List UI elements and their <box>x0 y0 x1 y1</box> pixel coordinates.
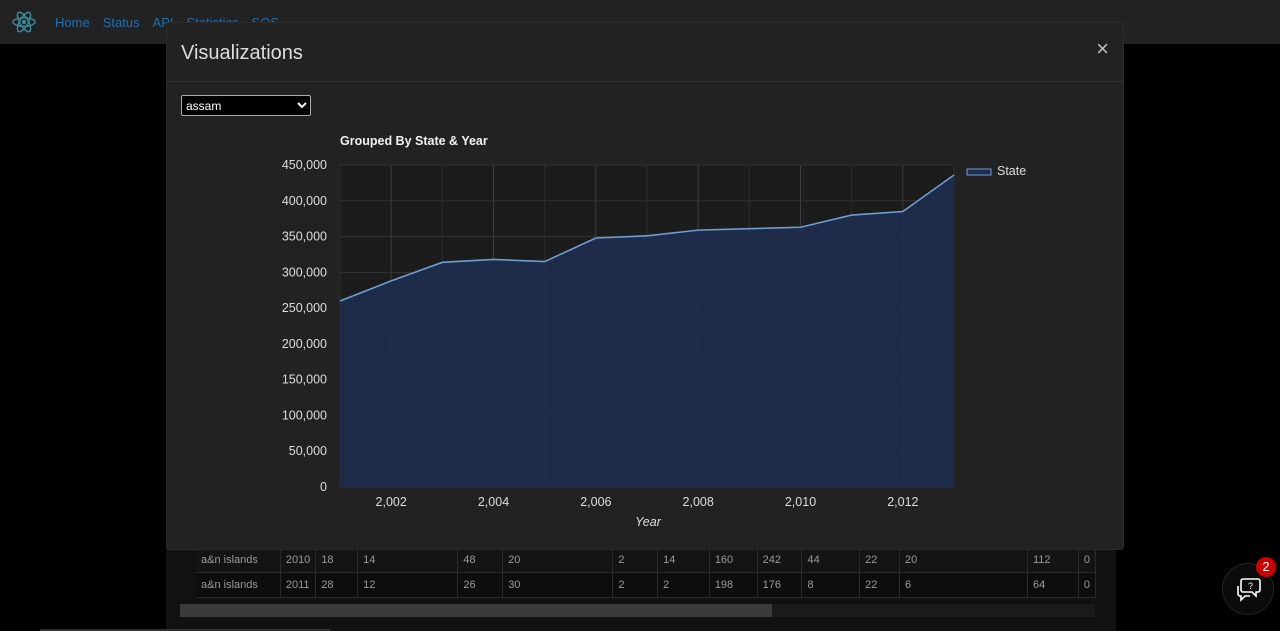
close-button[interactable]: × <box>1096 36 1109 61</box>
table-cell: 12 <box>357 572 459 598</box>
y-tick-label: 450,000 <box>282 158 327 172</box>
x-tick-label: 2,002 <box>376 495 407 509</box>
table-cell: 20 <box>899 548 1028 573</box>
table-cell: 26 <box>457 572 504 598</box>
table-cell: 2010 <box>280 548 317 573</box>
legend-swatch <box>966 168 992 176</box>
table-cell: 44 <box>801 548 861 573</box>
state-select[interactable]: assam <box>181 95 311 116</box>
table-cell: 14 <box>657 548 710 573</box>
table-cell: 6 <box>899 572 1028 598</box>
svg-text:?: ? <box>1248 581 1253 591</box>
series-area <box>340 175 954 488</box>
x-tick-label: 2,010 <box>785 495 816 509</box>
y-axis-ticks: 0 50,000 100,000 150,000 200,000 250,000 300,0… <box>282 158 327 494</box>
table-cell: 28 <box>315 572 359 598</box>
table-cell: 242 <box>757 548 803 573</box>
y-tick-label: 250,000 <box>282 301 327 315</box>
x-tick-label: 2,006 <box>580 495 611 509</box>
table-cell: 48 <box>457 548 504 573</box>
table-cell: 30 <box>502 572 614 598</box>
table-cell: 64 <box>1027 572 1079 598</box>
x-tick-label: 2,004 <box>478 495 509 509</box>
y-tick-label: 50,000 <box>289 444 327 458</box>
y-tick-label: 0 <box>320 480 327 494</box>
x-axis-ticks: 2,002 2,004 2,006 2,008 2,010 2,012 <box>376 495 919 509</box>
table-cell: 176 <box>757 572 803 598</box>
legend-label: State <box>997 164 1026 178</box>
chart-title: Grouped By State & Year <box>340 134 488 148</box>
table-cell: 2 <box>612 548 659 573</box>
react-logo-icon[interactable] <box>12 10 36 34</box>
table-cell: 112 <box>1027 548 1079 573</box>
modal-title: Visualizations <box>181 42 303 64</box>
notification-badge: 2 <box>1256 557 1276 577</box>
y-tick-label: 400,000 <box>282 194 327 208</box>
chart-area <box>339 174 955 488</box>
table-row: a&n islands 2011 28 12 26 30 2 2 198 176… <box>196 572 1097 598</box>
table-cell: 22 <box>859 572 900 598</box>
table-cell: 198 <box>709 572 758 598</box>
y-tick-label: 100,000 <box>282 408 327 422</box>
table-cell: a&n islands <box>196 572 281 598</box>
table-cell: 22 <box>859 548 900 573</box>
visualizations-modal: Visualizations × assam 0 50,000 100,000 150… <box>166 22 1124 550</box>
horizontal-scrollbar[interactable] <box>180 604 1095 617</box>
table-cell: a&n islands <box>196 548 281 573</box>
nav-link-status[interactable]: Status <box>102 15 140 30</box>
table-cell: 2011 <box>280 572 317 598</box>
chart-legend[interactable]: State <box>966 164 1026 178</box>
y-tick-label: 300,000 <box>282 265 327 279</box>
table-cell: 14 <box>357 548 459 573</box>
data-table: a&n islands 2010 18 14 48 20 2 14 160 24… <box>196 548 1097 598</box>
table-cell: 160 <box>709 548 758 573</box>
table-cell: 0 <box>1078 572 1097 598</box>
divider <box>40 629 330 631</box>
y-tick-label: 150,000 <box>282 373 327 387</box>
table-cell: 20 <box>502 548 614 573</box>
table-cell: 0 <box>1078 548 1097 573</box>
x-tick-label: 2,012 <box>887 495 918 509</box>
table-cell: 2 <box>657 572 710 598</box>
scrollbar-thumb[interactable] <box>180 604 772 617</box>
y-tick-label: 200,000 <box>282 337 327 351</box>
table-row: a&n islands 2010 18 14 48 20 2 14 160 24… <box>196 548 1097 573</box>
table-cell: 2 <box>612 572 659 598</box>
x-axis-label: Year <box>635 515 662 529</box>
nav-link-home[interactable]: Home <box>55 15 90 30</box>
table-cell: 18 <box>315 548 359 573</box>
chat-question-icon: ? <box>1237 578 1261 602</box>
area-chart: 0 50,000 100,000 150,000 200,000 250,000 300,0… <box>282 134 1026 529</box>
table-cell: 8 <box>801 572 861 598</box>
modal-header: Visualizations × <box>167 23 1123 82</box>
y-tick-label: 350,000 <box>282 230 327 244</box>
x-tick-label: 2,008 <box>683 495 714 509</box>
